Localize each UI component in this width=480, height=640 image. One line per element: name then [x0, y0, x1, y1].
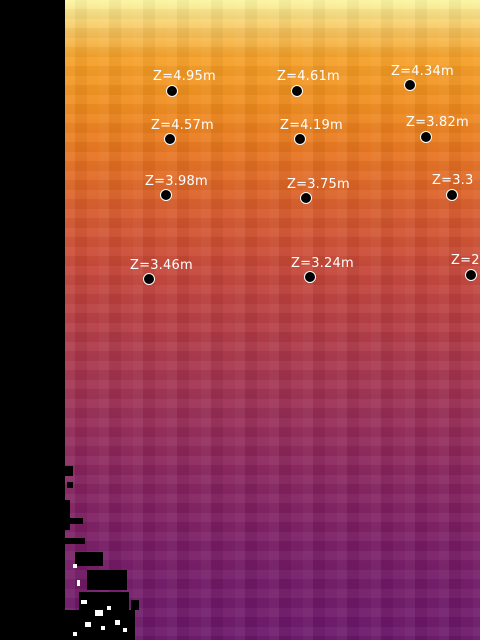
depth-marker-8 — [300, 192, 312, 204]
depth-label-8: Z=3.75m — [287, 177, 350, 192]
depth-heatmap — [65, 0, 480, 640]
depth-marker-4 — [164, 133, 176, 145]
depth-texture — [65, 0, 480, 640]
depth-label-5: Z=4.19m — [280, 118, 343, 133]
depth-label-9: Z=3.3 — [432, 173, 474, 188]
depth-label-11: Z=3.24m — [291, 256, 354, 271]
depth-marker-5 — [294, 133, 306, 145]
depth-marker-10 — [143, 273, 155, 285]
depth-label-1: Z=4.95m — [153, 69, 216, 84]
depth-marker-7 — [160, 189, 172, 201]
depth-label-6: Z=3.82m — [406, 115, 469, 130]
depth-marker-11 — [304, 271, 316, 283]
invalid-depth-band — [0, 0, 65, 640]
depth-marker-1 — [166, 85, 178, 97]
depth-marker-3 — [404, 79, 416, 91]
depth-label-2: Z=4.61m — [277, 69, 340, 84]
depth-label-7: Z=3.98m — [145, 174, 208, 189]
depth-marker-2 — [291, 85, 303, 97]
depth-marker-12 — [465, 269, 477, 281]
depth-label-12: Z=2 — [451, 253, 480, 268]
invalid-depth-noise — [65, 466, 139, 640]
depth-marker-9 — [446, 189, 458, 201]
depth-label-10: Z=3.46m — [130, 258, 193, 273]
depth-label-3: Z=4.34m — [391, 64, 454, 79]
depth-label-4: Z=4.57m — [151, 118, 214, 133]
depth-marker-6 — [420, 131, 432, 143]
